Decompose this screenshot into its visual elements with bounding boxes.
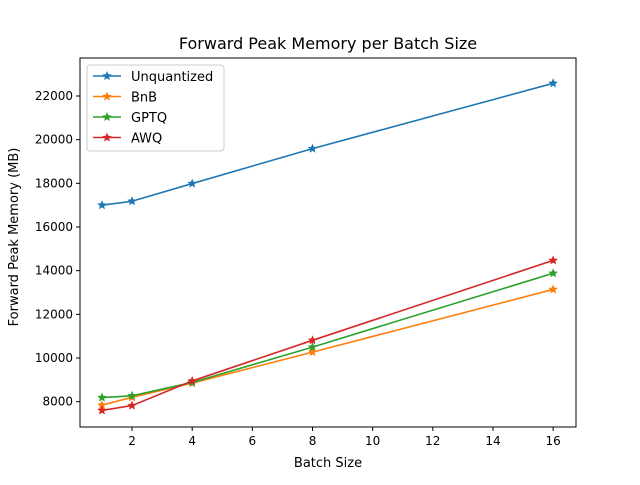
legend-label: BnB xyxy=(131,91,157,106)
y-tick-label: 12000 xyxy=(35,307,73,321)
data-point xyxy=(97,392,107,402)
legend-marker xyxy=(102,71,112,80)
data-point xyxy=(307,143,318,153)
y-tick-label: 10000 xyxy=(35,351,73,365)
data-point xyxy=(548,268,558,278)
data-point xyxy=(127,400,137,410)
plot-frame xyxy=(79,57,577,428)
x-tick-label: 2 xyxy=(128,434,136,448)
x-tick-label: 6 xyxy=(249,434,257,448)
data-point xyxy=(97,400,107,410)
data-point xyxy=(548,78,558,88)
legend-marker xyxy=(102,91,112,101)
data-point xyxy=(307,347,318,357)
x-tick-label: 4 xyxy=(188,434,196,448)
data-point xyxy=(97,200,107,210)
x-tick-label: 8 xyxy=(309,434,317,448)
data-point xyxy=(307,342,318,352)
x-tick-label: 12 xyxy=(425,434,440,448)
data-point xyxy=(548,284,558,294)
legend-label: GPTQ xyxy=(131,111,167,126)
y-tick-label: 22000 xyxy=(35,89,73,103)
legend: Unquantized BnB GPTQ AWQ xyxy=(86,64,225,152)
y-tick-label: 16000 xyxy=(35,220,73,234)
legend-box xyxy=(86,64,225,152)
x-tick-label: 14 xyxy=(485,434,500,448)
x-tick-label: 10 xyxy=(365,434,380,448)
y-tick-label: 14000 xyxy=(35,264,73,278)
chart-title: Forward Peak Memory per Batch Size xyxy=(179,34,477,53)
data-point xyxy=(127,196,137,206)
y-axis-label: Forward Peak Memory (MB) xyxy=(7,148,22,327)
data-point xyxy=(97,405,107,415)
data-point xyxy=(127,390,137,400)
legend-marker xyxy=(102,132,112,142)
data-point xyxy=(187,375,197,385)
y-tick-label: 18000 xyxy=(35,176,73,190)
data-point xyxy=(187,178,197,188)
legend-marker xyxy=(102,112,112,121)
legend-label: Unquantized xyxy=(131,70,213,85)
y-tick-label: 8000 xyxy=(42,395,73,409)
legend-label: AWQ xyxy=(131,132,162,147)
x-axis-label: Batch Size xyxy=(294,456,362,471)
x-tick-label: 16 xyxy=(545,434,560,448)
data-point xyxy=(307,335,318,345)
y-tick-label: 20000 xyxy=(35,133,73,147)
data-point xyxy=(548,255,558,265)
